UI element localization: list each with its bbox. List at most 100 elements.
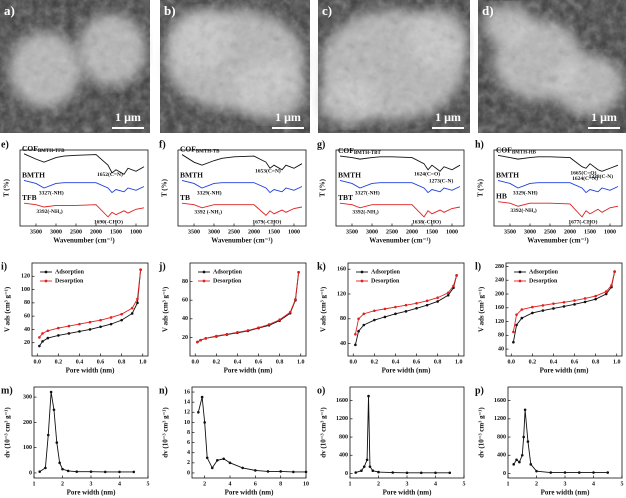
series-label: TBT [338,193,353,202]
y-tick-label: 800 [497,434,506,440]
data-point [57,334,60,337]
data-point [529,463,533,466]
data-point [549,471,553,474]
data-point [38,470,41,473]
x-tick-label: 1500 [110,229,122,235]
data-point [354,333,357,336]
legend-label: Desorption [213,278,242,284]
data-point [583,300,587,304]
legend-label: Adsorption [55,269,85,275]
x-tick-label: 4 [229,481,232,487]
data-point [425,303,429,307]
scale-label: 1 μm [115,110,141,124]
data-point [132,470,136,474]
data-point [523,408,527,412]
legend-marker [44,279,48,283]
y-tick-label: 400 [339,453,348,459]
data-point [130,312,134,315]
x-tick-label: 2000 [90,229,102,235]
x-axis-label: Wavenumber (cm⁻¹) [527,237,589,245]
annotation: 3392(-NH₂) [352,209,379,216]
x-tick-label: 1000 [446,229,458,235]
series-name: TFB [22,193,37,202]
panel-label: d) [482,3,494,18]
data-point [573,303,576,306]
annotation: 3392(-NH₂) [36,208,63,215]
series-label: COFBMTH-HB [496,145,537,155]
x-tick-label: 0.6 [413,359,421,365]
data-point [373,309,376,313]
x-tick-label: 3000 [524,229,536,235]
data-point [210,466,214,470]
series-line [339,179,461,194]
panel-label: k) [317,261,326,272]
data-point [512,463,515,466]
y-tick-label: 20 [24,340,30,346]
data-point [610,284,613,287]
annotation: 1653(C=N) [255,167,281,174]
y-axis-label: dv (10⁻³ cm³ g⁻¹) [478,407,486,458]
panel-label: l) [475,261,481,272]
y-axis-label: V ads (cm³ g⁻¹) [4,286,12,332]
plot-frame [189,262,307,357]
x-tick-label: 0.0 [192,359,200,365]
y-tick-label: 120 [337,291,346,297]
x-axis-label: Wavenumber (cm⁻¹) [211,237,273,245]
series-line [181,179,303,194]
legend-marker [360,279,364,283]
x-tick-label: 0.4 [234,359,242,365]
y-tick-label: 40 [24,327,30,333]
x-tick-label: 1500 [426,229,438,235]
plot-frame [33,386,149,479]
data-point [58,461,61,465]
y-axis-label: V ads (cm³ g⁻¹) [162,286,170,332]
panel-label: i) [1,261,7,272]
series-name: BMTH [496,170,519,179]
data-point [103,470,107,474]
x-tick-label: 0.4 [550,359,558,365]
plot-frame [177,149,307,227]
annotation: 1677(-CHO) [568,218,597,225]
y-tick-label: 120 [495,319,504,325]
series-name-sub: BMTH-TB [196,150,220,155]
x-tick-label: 10 [303,481,309,487]
annotation: 3327(-NH) [39,190,64,197]
y-tick-label: 1200 [494,416,506,422]
data-point [434,471,437,475]
plot-frame [19,149,149,227]
legend-label: Adsorption [213,269,243,275]
y-axis-label: V ads (cm³ g⁻¹) [320,286,328,332]
data-point [88,320,92,324]
data-point [66,469,70,473]
data-point [446,293,450,297]
y-tick-label: 20 [182,335,188,341]
y-axis-label: T (%) [161,178,169,197]
x-tick-label: 1.0 [139,359,147,365]
data-point [266,470,270,473]
y-tick-label: 80 [182,279,188,285]
y-tick-label: 100 [21,287,30,293]
legend-marker [44,270,48,274]
y-tick-label: 4 [187,450,190,456]
data-point [515,323,518,327]
data-point [196,340,199,344]
plot-frame [191,386,307,479]
data-point [391,471,395,474]
data-point [78,322,81,326]
x-tick-label: 0.4 [392,359,400,365]
panel-label: h) [475,139,484,150]
x-tick-label: 3500 [504,229,516,235]
x-tick-label: 2500 [70,229,82,235]
data-point [520,316,524,320]
data-point [88,328,92,331]
data-point [225,332,229,336]
panel-label: j) [158,261,166,272]
data-point [583,297,587,300]
x-tick-label: 1000 [288,229,300,235]
y-tick-label: 40 [340,341,346,347]
data-point [448,471,452,475]
sem-texture [318,0,470,133]
data-point [222,457,225,461]
annotation: 1652(C=N) [97,171,123,178]
data-point [41,332,44,335]
